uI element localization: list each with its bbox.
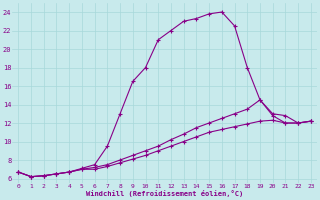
X-axis label: Windchill (Refroidissement éolien,°C): Windchill (Refroidissement éolien,°C) (86, 190, 243, 197)
